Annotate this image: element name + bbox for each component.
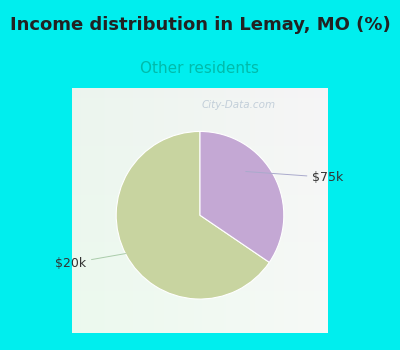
Text: City-Data.com: City-Data.com (201, 100, 275, 110)
Text: Other residents: Other residents (140, 61, 260, 76)
Text: $75k: $75k (246, 171, 344, 184)
Wedge shape (116, 132, 269, 299)
Wedge shape (200, 132, 284, 262)
Text: Income distribution in Lemay, MO (%): Income distribution in Lemay, MO (%) (10, 15, 390, 34)
Text: $20k: $20k (55, 253, 126, 270)
